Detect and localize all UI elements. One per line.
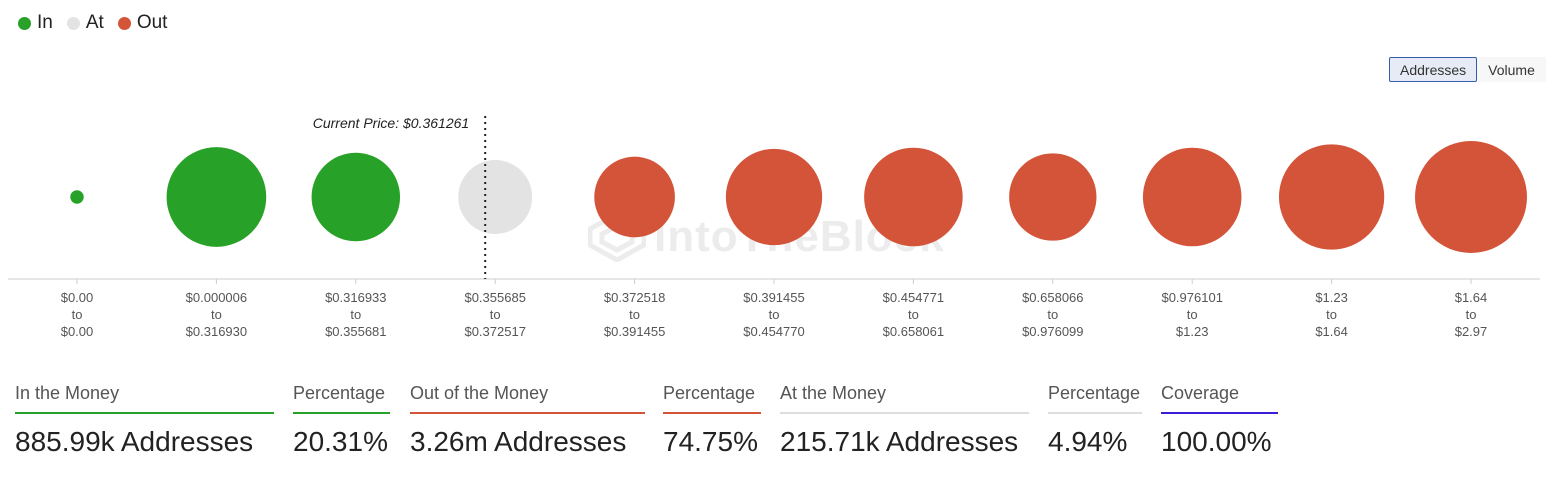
stat-at-the-money: At the Money 215.71k Addresses (780, 383, 1029, 458)
legend-item-out[interactable]: Out (117, 12, 168, 34)
x-tick-label-1-to: to (72, 307, 83, 322)
x-tick-label-9-from: $0.976101 (1161, 290, 1222, 305)
stat-out-percentage: Percentage 74.75% (663, 383, 761, 458)
stat-at-the-money-label: At the Money (780, 383, 1029, 414)
x-tick-label-3-to: to (350, 307, 361, 322)
stat-coverage: Coverage 100.00% (1161, 383, 1278, 458)
bubble-9[interactable] (1142, 147, 1242, 247)
legend-item-at[interactable]: At (66, 12, 104, 34)
addresses-button[interactable]: Addresses (1389, 57, 1478, 82)
stat-in-the-money-label: In the Money (15, 383, 274, 414)
x-tick-label-2-end: $0.316930 (186, 324, 247, 339)
distribution-chart: $0.00 to $0.00 $0.000006 to $0.316930 $0.31693… (8, 115, 1540, 339)
bubble-1[interactable] (70, 190, 84, 204)
bubble-7[interactable] (864, 147, 963, 247)
x-tick-label-4-end: $0.372517 (464, 324, 525, 339)
stat-at-the-money-value: 215.71k Addresses (780, 426, 1019, 457)
stat-out-percentage-label: Percentage (663, 383, 761, 414)
stat-in-percentage: Percentage 20.31% (293, 383, 390, 458)
stat-out-of-the-money-label: Out of the Money (410, 383, 645, 414)
bubble-2[interactable] (166, 147, 267, 247)
x-tick-label-11-to: to (1466, 307, 1477, 322)
x-tick-label-8-from: $0.658066 (1022, 290, 1083, 305)
x-tick-label-10-end: $1.64 (1315, 324, 1348, 339)
x-tick-label-7-to: to (908, 307, 919, 322)
x-tick-label-7-end: $0.658061 (883, 324, 944, 339)
x-tick-label-7-from: $0.454771 (883, 290, 944, 305)
legend-label-in: In (37, 12, 53, 33)
legend: In At Out (18, 12, 167, 34)
stat-out-of-the-money: Out of the Money 3.26m Addresses (410, 383, 645, 458)
stat-in-percentage-value: 20.31% (293, 426, 388, 457)
x-tick-label-5-to: to (629, 307, 640, 322)
legend-item-in[interactable]: In (18, 12, 53, 34)
stat-in-percentage-label: Percentage (293, 383, 390, 414)
x-tick-label-3-from: $0.316933 (325, 290, 386, 305)
stat-coverage-label: Coverage (1161, 383, 1278, 414)
x-tick-label-4-from: $0.355685 (464, 290, 525, 305)
x-tick-label-1-from: $0.00 (61, 290, 94, 305)
x-tick-label-10-to: to (1326, 307, 1337, 322)
legend-label-at: At (85, 12, 104, 33)
legend-label-out: Out (136, 12, 168, 33)
x-tick-label-11-end: $2.97 (1455, 324, 1488, 339)
volume-button[interactable]: Volume (1477, 57, 1546, 82)
x-tick-label-2-to: to (211, 307, 222, 322)
stat-out-of-the-money-value: 3.26m Addresses (410, 426, 627, 457)
x-tick-label-9-to: to (1187, 307, 1198, 322)
bubble-10[interactable] (1278, 144, 1385, 250)
x-tick-label-5-end: $0.391455 (604, 324, 665, 339)
bubble-3[interactable] (311, 152, 401, 242)
x-tick-label-10-from: $1.23 (1315, 290, 1348, 305)
x-tick-label-3-end: $0.355681 (325, 324, 386, 339)
x-tick-label-9-end: $1.23 (1176, 324, 1209, 339)
stat-at-percentage: Percentage 4.94% (1048, 383, 1142, 458)
x-tick-label-8-end: $0.976099 (1022, 324, 1083, 339)
stat-in-the-money-value: 885.99k Addresses (15, 426, 254, 457)
x-tick-label-11-from: $1.64 (1455, 290, 1488, 305)
x-tick-label-8-to: to (1047, 307, 1058, 322)
stat-at-percentage-value: 4.94% (1048, 426, 1128, 457)
x-tick-label-6-to: to (769, 307, 780, 322)
bubble-8[interactable] (1009, 153, 1097, 241)
x-tick-label-4-to: to (490, 307, 501, 322)
x-tick-label-6-from: $0.391455 (743, 290, 804, 305)
metric-toggle: Addresses Volume (1389, 57, 1546, 82)
stat-at-percentage-label: Percentage (1048, 383, 1142, 414)
x-tick-label-6-end: $0.454770 (743, 324, 804, 339)
bubble-4[interactable] (458, 160, 533, 234)
current-price-label: Current Price: $0.361261 (313, 115, 469, 131)
x-tick-label-1-end: $0.00 (61, 324, 94, 339)
legend-dot-out (117, 16, 131, 30)
x-tick-label-5-from: $0.372518 (604, 290, 665, 305)
bubble-5[interactable] (594, 156, 675, 238)
bubble-11[interactable] (1415, 141, 1527, 253)
legend-dot-in (18, 16, 31, 30)
bubble-6[interactable] (725, 148, 823, 246)
stat-out-percentage-value: 74.75% (663, 426, 758, 457)
x-tick-label-2-from: $0.000006 (186, 290, 247, 305)
legend-dot-at (66, 16, 80, 30)
stat-coverage-value: 100.00% (1161, 426, 1272, 457)
stat-in-the-money: In the Money 885.99k Addresses (15, 383, 274, 458)
